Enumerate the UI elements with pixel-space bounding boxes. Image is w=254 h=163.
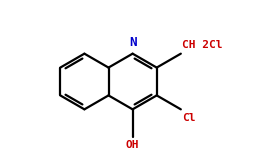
Text: OH: OH [125, 140, 139, 150]
Text: N: N [128, 36, 136, 49]
Text: CH 2Cl: CH 2Cl [182, 40, 222, 50]
Text: Cl: Cl [182, 113, 195, 123]
